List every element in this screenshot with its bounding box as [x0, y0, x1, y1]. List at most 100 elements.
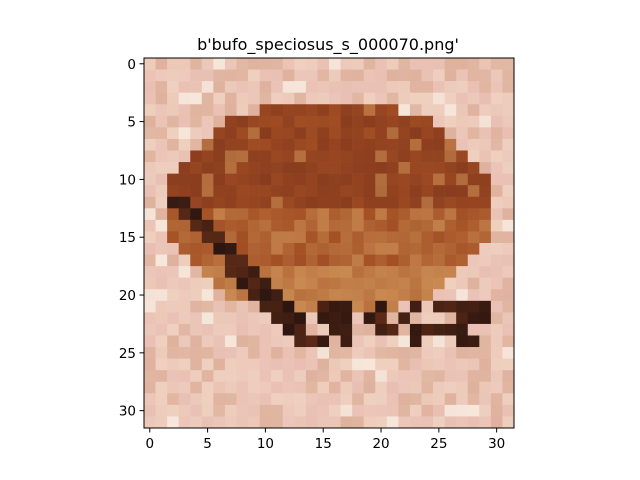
image-pixel — [282, 115, 295, 128]
image-pixel — [329, 185, 341, 198]
image-pixel — [294, 162, 307, 174]
image-pixel — [386, 300, 399, 313]
image-pixel — [201, 243, 214, 255]
image-pixel — [444, 92, 457, 105]
image-pixel — [190, 115, 203, 128]
image-pixel — [248, 115, 260, 128]
image-pixel — [167, 115, 179, 128]
image-pixel — [409, 266, 422, 278]
image-pixel — [490, 150, 503, 163]
image-pixel — [305, 92, 318, 105]
image-pixel — [352, 347, 364, 359]
image-pixel — [352, 185, 364, 198]
image-pixel — [259, 196, 272, 209]
image-pixel — [375, 185, 388, 198]
image-pixel — [409, 335, 422, 348]
image-pixel — [479, 173, 492, 186]
image-pixel — [352, 243, 364, 255]
image-pixel — [375, 370, 388, 383]
image-pixel — [248, 127, 260, 140]
image-pixel — [282, 81, 295, 93]
image-pixel — [190, 58, 203, 70]
image-pixel — [144, 370, 156, 383]
image-pixel — [421, 289, 434, 302]
image-pixel — [433, 173, 445, 186]
image-pixel — [398, 196, 411, 209]
image-pixel — [502, 335, 514, 348]
image-pixel — [433, 266, 445, 278]
image-pixel — [144, 231, 156, 244]
image-pixel — [282, 104, 295, 117]
image-pixel — [467, 196, 480, 209]
image-pixel — [398, 243, 411, 255]
image-pixel — [144, 347, 156, 359]
image-pixel — [386, 266, 399, 278]
image-pixel — [456, 173, 469, 186]
image-pixel — [386, 416, 399, 428]
image-pixel — [236, 335, 249, 348]
image-pixel — [329, 393, 341, 406]
image-pixel — [317, 92, 330, 105]
image-pixel — [144, 81, 156, 93]
image-pixel — [224, 138, 237, 151]
image-pixel — [155, 300, 168, 313]
image-pixel — [178, 370, 191, 383]
image-pixel — [386, 104, 399, 117]
image-pixel — [444, 300, 457, 313]
image-pixel — [467, 162, 480, 174]
image-pixel — [248, 404, 260, 417]
image-pixel — [213, 381, 226, 394]
image-pixel — [456, 335, 469, 348]
image-pixel — [479, 300, 492, 313]
image-pixel — [305, 173, 318, 186]
image-pixel — [340, 219, 353, 232]
image-pixel — [224, 416, 237, 428]
image-pixel — [201, 173, 214, 186]
image-pixel — [155, 81, 168, 93]
image-pixel — [421, 323, 434, 336]
image-pixel — [259, 323, 272, 336]
image-pixel — [190, 289, 203, 302]
image-pixel — [409, 300, 422, 313]
image-pixel — [375, 138, 388, 151]
image-pixel — [282, 404, 295, 417]
image-pixel — [444, 196, 457, 209]
image-pixel — [479, 323, 492, 336]
image-pixel — [386, 162, 399, 174]
image-pixel — [248, 381, 260, 394]
image-pixel — [213, 312, 226, 325]
image-pixel — [224, 289, 237, 302]
image-pixel — [329, 138, 341, 151]
image-pixel — [201, 231, 214, 244]
image-pixel — [248, 81, 260, 93]
image-pixel — [201, 277, 214, 290]
image-pixel — [144, 58, 156, 70]
image-pixel — [433, 81, 445, 93]
image-pixel — [144, 173, 156, 186]
image-pixel — [178, 185, 191, 198]
image-pixel — [236, 277, 249, 290]
image-pixel — [479, 312, 492, 325]
image-pixel — [502, 92, 514, 105]
image-pixel — [352, 104, 364, 117]
image-pixel — [144, 300, 156, 313]
image-pixel — [144, 266, 156, 278]
image-pixel — [144, 404, 156, 417]
image-pixel — [352, 416, 364, 428]
image-pixel — [271, 312, 284, 325]
x-tick-label: 5 — [203, 436, 212, 452]
image-pixel — [363, 404, 376, 417]
image-pixel — [294, 254, 307, 267]
image-pixel — [317, 162, 330, 174]
image-pixel — [467, 393, 480, 406]
image-pixel — [502, 289, 514, 302]
image-pixel — [248, 231, 260, 244]
image-pixel — [433, 127, 445, 140]
image-pixel — [213, 58, 226, 70]
image-pixel — [144, 138, 156, 151]
image-pixel — [363, 370, 376, 383]
image-pixel — [363, 347, 376, 359]
image-pixel — [502, 196, 514, 209]
image-pixel — [479, 404, 492, 417]
image-pixel — [386, 58, 399, 70]
